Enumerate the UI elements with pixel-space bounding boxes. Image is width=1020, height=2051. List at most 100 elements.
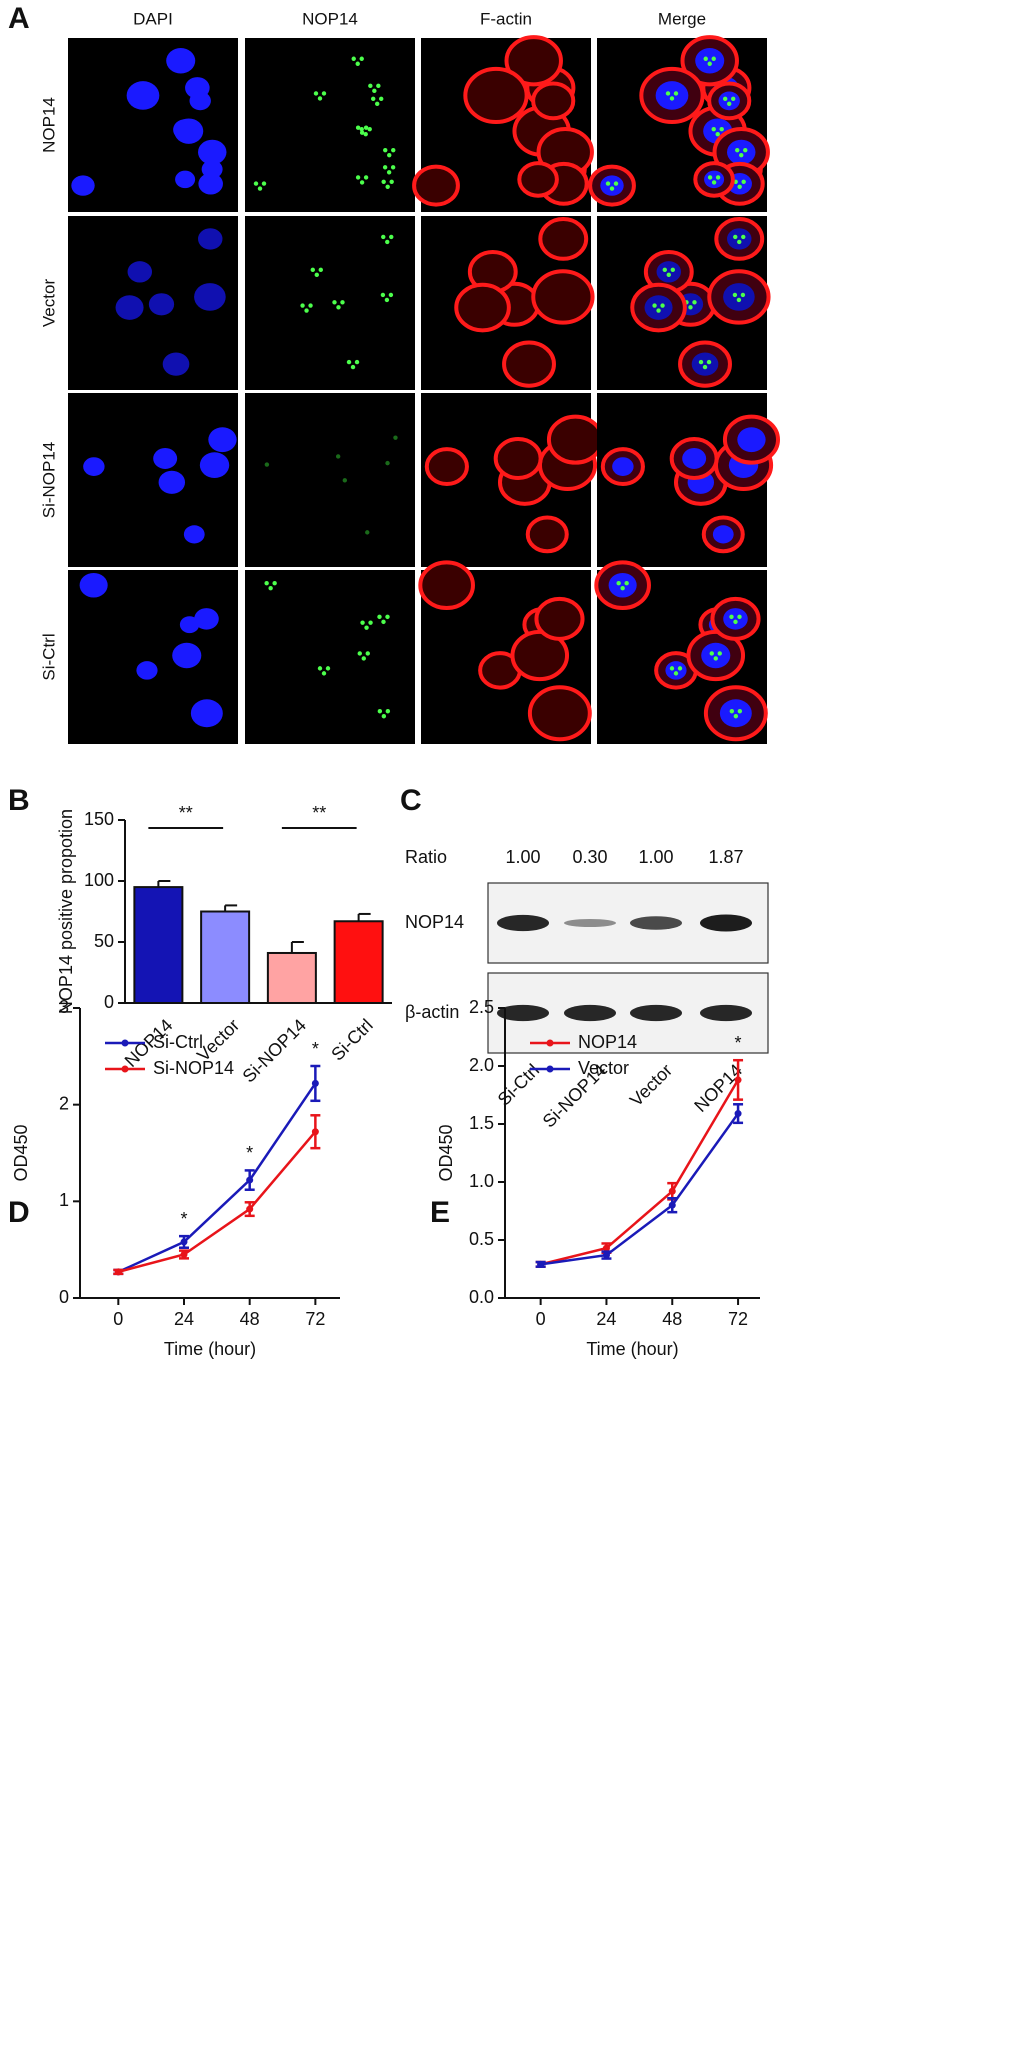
nucleolus (354, 359, 360, 365)
nucleolus (707, 61, 712, 66)
nucleolus (385, 184, 390, 190)
panel-label: A (8, 2, 30, 35)
nucleolus (390, 165, 396, 170)
y-tick-label: 1 (59, 1190, 69, 1210)
nucleolus (713, 656, 718, 661)
nucleolus (375, 101, 380, 107)
nucleus (727, 139, 756, 165)
nucleolus (381, 179, 386, 185)
legend-label: Si-NOP14 (153, 1058, 234, 1078)
x-axis-label: Time (hour) (586, 1339, 678, 1359)
nucleus (190, 699, 223, 728)
nucleus (183, 525, 205, 544)
column-header: F-actin (480, 9, 532, 28)
nucleus (172, 642, 202, 669)
ratio-value: 1.00 (638, 847, 673, 867)
nucleolus (382, 165, 388, 170)
nucleolus (313, 91, 319, 96)
nucleolus (264, 581, 269, 586)
nucleolus (314, 272, 319, 278)
nucleolus (733, 619, 738, 625)
panel-label: B (8, 784, 30, 817)
nucleus (727, 228, 752, 250)
y-tick-label: 0.0 (469, 1287, 494, 1307)
nucleolus (393, 435, 398, 440)
nucleus (737, 427, 766, 453)
nucleolus (741, 234, 746, 240)
actin-ring (454, 282, 511, 333)
actin-ring (546, 414, 605, 465)
nucleolus (616, 581, 621, 586)
nucleus (174, 118, 204, 144)
point (114, 1268, 122, 1276)
x-tick-label: 72 (728, 1309, 748, 1329)
point (180, 1238, 188, 1246)
nucleolus (372, 88, 377, 94)
nucleus (162, 352, 190, 376)
y-axis-label: OD450 (436, 1124, 456, 1181)
significance-mark: ** (312, 803, 326, 823)
nucleolus (350, 364, 356, 370)
micrograph (245, 216, 415, 390)
y-tick-label: 3 (59, 997, 69, 1017)
nucleolus (729, 709, 735, 714)
nucleolus (368, 83, 373, 89)
actin-ring (534, 596, 585, 641)
point (602, 1251, 610, 1259)
nucleus (655, 81, 689, 110)
nucleolus (384, 297, 390, 303)
nucleus (194, 608, 219, 630)
blot-band (700, 914, 752, 932)
x-tick-label: Si-NOP14 (239, 1015, 310, 1086)
nucleolus (379, 96, 384, 102)
nucleolus (359, 126, 364, 132)
nucleolus (727, 101, 732, 107)
nucleolus (363, 175, 369, 180)
nucleolus (377, 614, 382, 620)
nucleus (194, 283, 226, 311)
nucleus (71, 175, 95, 196)
row-label: Vector (39, 279, 58, 328)
nucleolus (732, 292, 738, 298)
point (668, 1201, 676, 1209)
blot-band (564, 918, 616, 928)
nucleolus (741, 179, 746, 185)
nucleus (166, 48, 196, 74)
nucleolus (381, 714, 387, 719)
row-label: Si-Ctrl (39, 633, 58, 680)
y-tick-label: 2.0 (469, 1055, 494, 1075)
nucleus (198, 139, 227, 165)
bar (333, 920, 384, 1005)
nucleolus (677, 666, 683, 671)
nucleolus (715, 175, 721, 180)
nucleolus (264, 462, 270, 467)
y-tick-label: 100 (84, 870, 114, 890)
bar (266, 951, 317, 1004)
x-tick-label: 48 (240, 1309, 260, 1329)
point (311, 1128, 319, 1136)
nucleus (126, 81, 160, 110)
actin-ring (493, 437, 543, 480)
nucleolus (715, 131, 720, 137)
panel-label: D (8, 1196, 30, 1229)
nucleolus (365, 651, 370, 656)
nucleolus (321, 671, 327, 676)
nucleolus (660, 303, 665, 308)
blot-band (630, 1004, 682, 1022)
y-tick-label: 1.5 (469, 1113, 494, 1133)
nucleolus (737, 614, 742, 620)
nucleolus (605, 181, 611, 186)
nucleolus (740, 292, 746, 298)
nucleolus (385, 239, 390, 245)
actin-ring (525, 515, 569, 554)
bar (133, 886, 184, 1004)
nucleus (136, 661, 158, 680)
nucleus (175, 170, 196, 189)
nucleus (665, 661, 687, 680)
point (602, 1244, 610, 1252)
nucleus (158, 470, 186, 494)
nucleolus (723, 96, 728, 102)
nucleolus (737, 184, 742, 190)
nucleolus (363, 125, 369, 130)
